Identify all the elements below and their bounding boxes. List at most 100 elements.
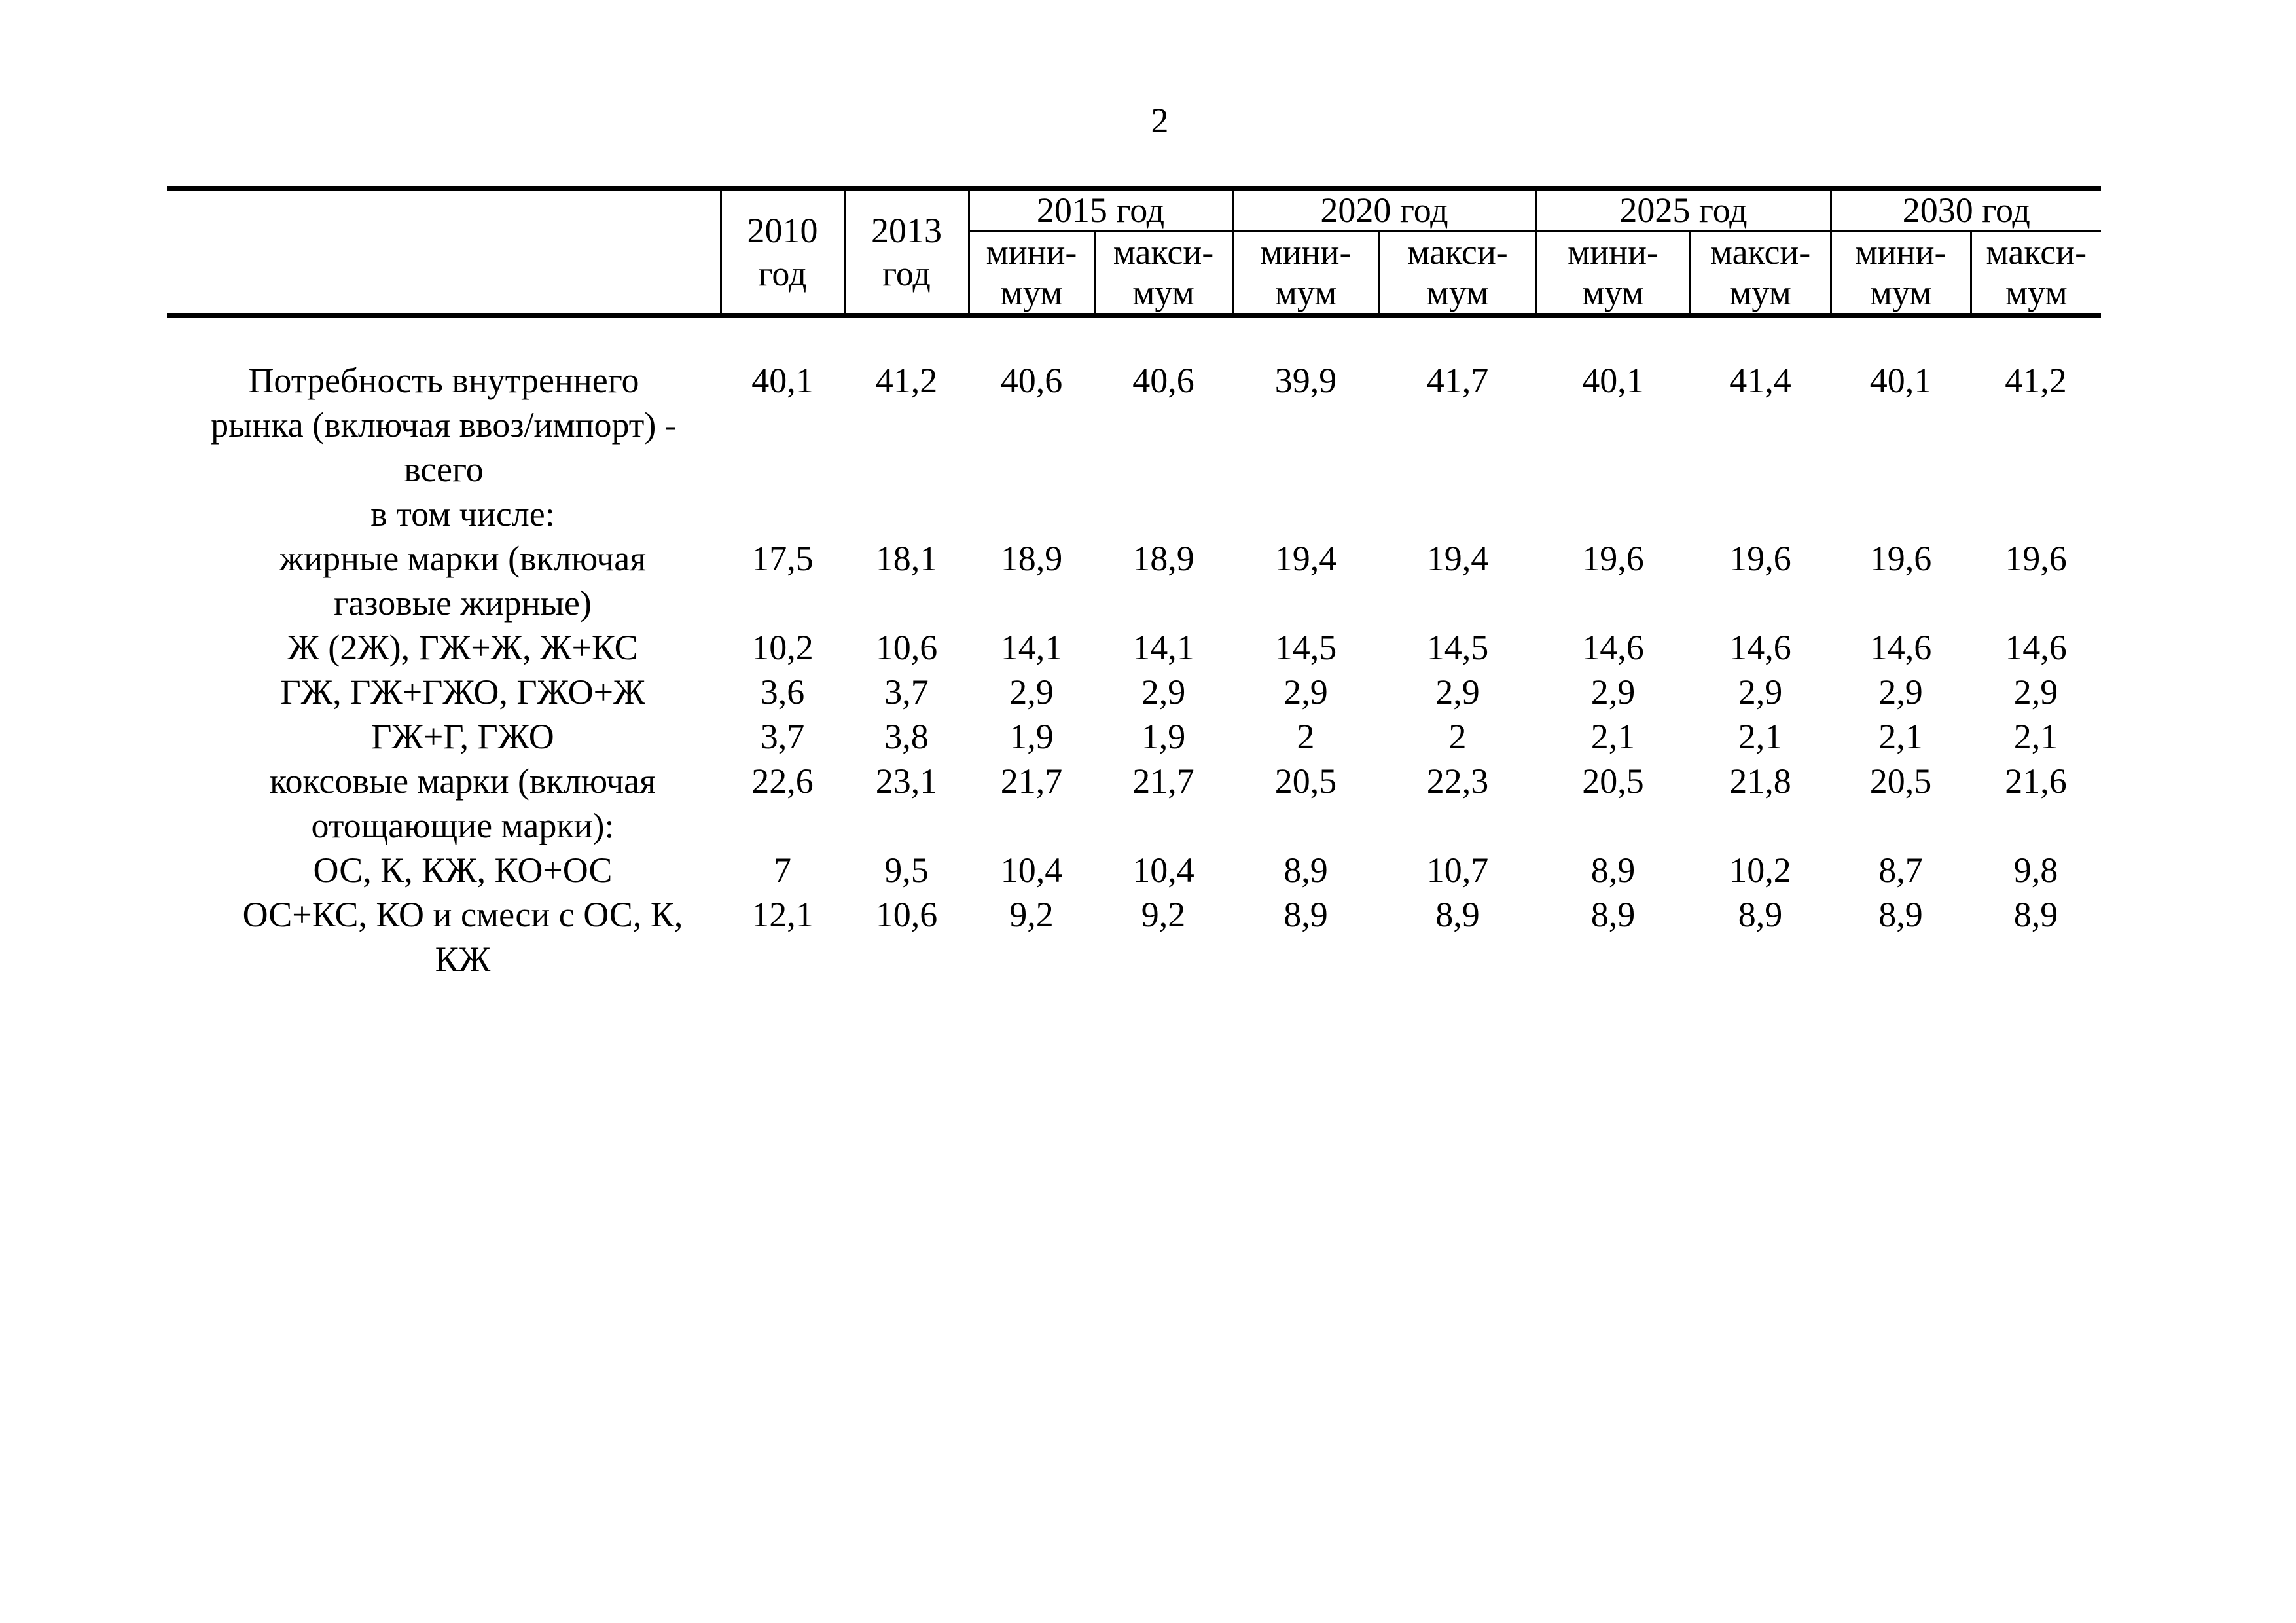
row-label: ГЖ, ГЖ+ГЖО, ГЖО+Ж xyxy=(280,672,645,712)
table-body: Потребность внутреннего рынка (включая в… xyxy=(167,316,2101,982)
cell-value: 8,9 xyxy=(1283,895,1328,934)
cell-value: 2,1 xyxy=(1590,717,1636,756)
header-2025-max: макси- мум xyxy=(1689,230,1831,318)
cell-value xyxy=(1690,492,1831,536)
header-2015-max: макси- мум xyxy=(1093,230,1233,318)
cell-value: 18,9 xyxy=(1000,539,1063,578)
cell-value: 10,6 xyxy=(875,895,938,934)
header-2015-min: мини- мум xyxy=(967,230,1094,318)
cell-value: 8,9 xyxy=(1590,895,1636,934)
row-label: ОС+КС, КО и смеси с ОС, К, КЖ xyxy=(242,895,683,979)
cell-value: 19,6 xyxy=(1869,539,1932,578)
cell-value: 1,9 xyxy=(1141,717,1186,756)
cell-value: 2,9 xyxy=(1590,672,1636,712)
cell-value: 2,1 xyxy=(1738,717,1783,756)
header-2020-group: 2020 год xyxy=(1231,186,1537,232)
cell-value: 23,1 xyxy=(875,761,938,801)
table-row-os-ks-mixes: ОС+КС, КО и смеси с ОС, К, КЖ 12,1 10,6 … xyxy=(167,892,2101,981)
cell-value: 22,3 xyxy=(1426,761,1489,801)
cell-value: 41,7 xyxy=(1426,361,1489,400)
table-header: 2010 год 2013 год 2015 год 2020 год 2025… xyxy=(167,186,2102,318)
cell-value: 2,9 xyxy=(1435,672,1480,712)
cell-value: 14,5 xyxy=(1274,628,1337,667)
cell-value: 3,7 xyxy=(884,672,929,712)
cell-value: 19,6 xyxy=(1582,539,1644,578)
cell-value: 14,6 xyxy=(1729,628,1791,667)
cell-value: 21,8 xyxy=(1729,761,1791,801)
table-row-gzh-grades: ГЖ, ГЖ+ГЖО, ГЖО+Ж 3,6 3,7 2,9 2,9 2,9 2,… xyxy=(167,670,2101,714)
cell-value: 20,5 xyxy=(1274,761,1337,801)
cell-value: 14,6 xyxy=(2005,628,2067,667)
header-2013: 2013 год xyxy=(843,186,969,318)
cell-value: 10,2 xyxy=(1729,850,1791,890)
cell-value: 9,8 xyxy=(2013,850,2058,890)
row-label: ГЖ+Г, ГЖО xyxy=(371,717,554,756)
cell-value: 10,4 xyxy=(1000,850,1063,890)
cell-value: 2,9 xyxy=(1878,672,1923,712)
cell-value: 2,1 xyxy=(1878,717,1923,756)
table-row-coking-grades: коксовые марки (включая отощающие марки)… xyxy=(167,759,2101,848)
cell-value: 14,1 xyxy=(1132,628,1194,667)
table-row-zh-grades: Ж (2Ж), ГЖ+Ж, Ж+КС 10,2 10,6 14,1 14,1 1… xyxy=(167,625,2101,670)
header-2030-max: макси- мум xyxy=(1969,230,2102,318)
cell-value: 2,1 xyxy=(2013,717,2058,756)
cell-value: 2,9 xyxy=(1283,672,1328,712)
cell-value: 2,9 xyxy=(1141,672,1186,712)
page-number: 2 xyxy=(1151,101,1169,140)
header-2020-min: мини- мум xyxy=(1231,230,1380,318)
cell-value: 41,2 xyxy=(2005,361,2067,400)
cell-value: 10,7 xyxy=(1426,850,1489,890)
cell-value: 9,5 xyxy=(884,850,929,890)
cell-value xyxy=(1094,492,1232,536)
cell-value: 21,6 xyxy=(2005,761,2067,801)
cell-value xyxy=(844,492,969,536)
cell-value: 8,9 xyxy=(1590,850,1636,890)
table-row-gzhg-grades: ГЖ+Г, ГЖО 3,7 3,8 1,9 1,9 2 2 2,1 2,1 2,… xyxy=(167,714,2101,759)
cell-value: 19,6 xyxy=(2005,539,2067,578)
cell-value: 40,1 xyxy=(1869,361,1932,400)
cell-value: 2 xyxy=(1297,717,1315,756)
cell-value: 40,1 xyxy=(751,361,814,400)
header-2010: 2010 год xyxy=(719,186,844,318)
cell-value xyxy=(969,492,1094,536)
cell-value: 19,4 xyxy=(1274,539,1337,578)
table-row-os-k-grades: ОС, К, КЖ, КО+ОС 7 9,5 10,4 10,4 8,9 10,… xyxy=(167,848,2101,892)
cell-value xyxy=(1536,492,1690,536)
cell-value: 14,1 xyxy=(1000,628,1063,667)
cell-value: 7 xyxy=(774,850,791,890)
header-2030-min: мини- мум xyxy=(1829,230,1971,318)
header-2030-group: 2030 год xyxy=(1829,186,2102,232)
cell-value: 19,6 xyxy=(1729,539,1791,578)
cell-value: 21,7 xyxy=(1132,761,1194,801)
cell-value xyxy=(1971,492,2101,536)
cell-value: 3,6 xyxy=(760,672,805,712)
cell-value: 2 xyxy=(1448,717,1467,756)
cell-value: 2,9 xyxy=(1738,672,1783,712)
coal-demand-forecast-table: 2010 год 2013 год 2015 год 2020 год 2025… xyxy=(167,186,2102,982)
row-label: в том числе: xyxy=(370,494,555,534)
cell-value: 8,9 xyxy=(1878,895,1923,934)
cell-value: 8,9 xyxy=(1283,850,1328,890)
cell-value: 8,9 xyxy=(1435,895,1480,934)
cell-value: 40,6 xyxy=(1000,361,1063,400)
cell-value: 40,6 xyxy=(1132,361,1194,400)
cell-value xyxy=(1379,492,1536,536)
cell-value: 10,6 xyxy=(875,628,938,667)
cell-value: 20,5 xyxy=(1582,761,1644,801)
cell-value: 14,5 xyxy=(1426,628,1489,667)
cell-value: 12,1 xyxy=(751,895,814,934)
cell-value: 2,9 xyxy=(1009,672,1054,712)
cell-value: 40,1 xyxy=(1582,361,1644,400)
cell-value: 22,6 xyxy=(751,761,814,801)
cell-value: 20,5 xyxy=(1869,761,1932,801)
table-row-fat-grades: жирные марки (включая газовые жирные) 17… xyxy=(167,536,2101,625)
cell-value: 8,9 xyxy=(2013,895,2058,934)
cell-value: 18,9 xyxy=(1132,539,1194,578)
cell-value xyxy=(1831,492,1971,536)
header-2025-group: 2025 год xyxy=(1535,186,1831,232)
cell-value xyxy=(721,492,844,536)
cell-value: 9,2 xyxy=(1141,895,1186,934)
table-row-total-demand: Потребность внутреннего рынка (включая в… xyxy=(167,316,2101,492)
cell-value: 8,9 xyxy=(1738,895,1783,934)
